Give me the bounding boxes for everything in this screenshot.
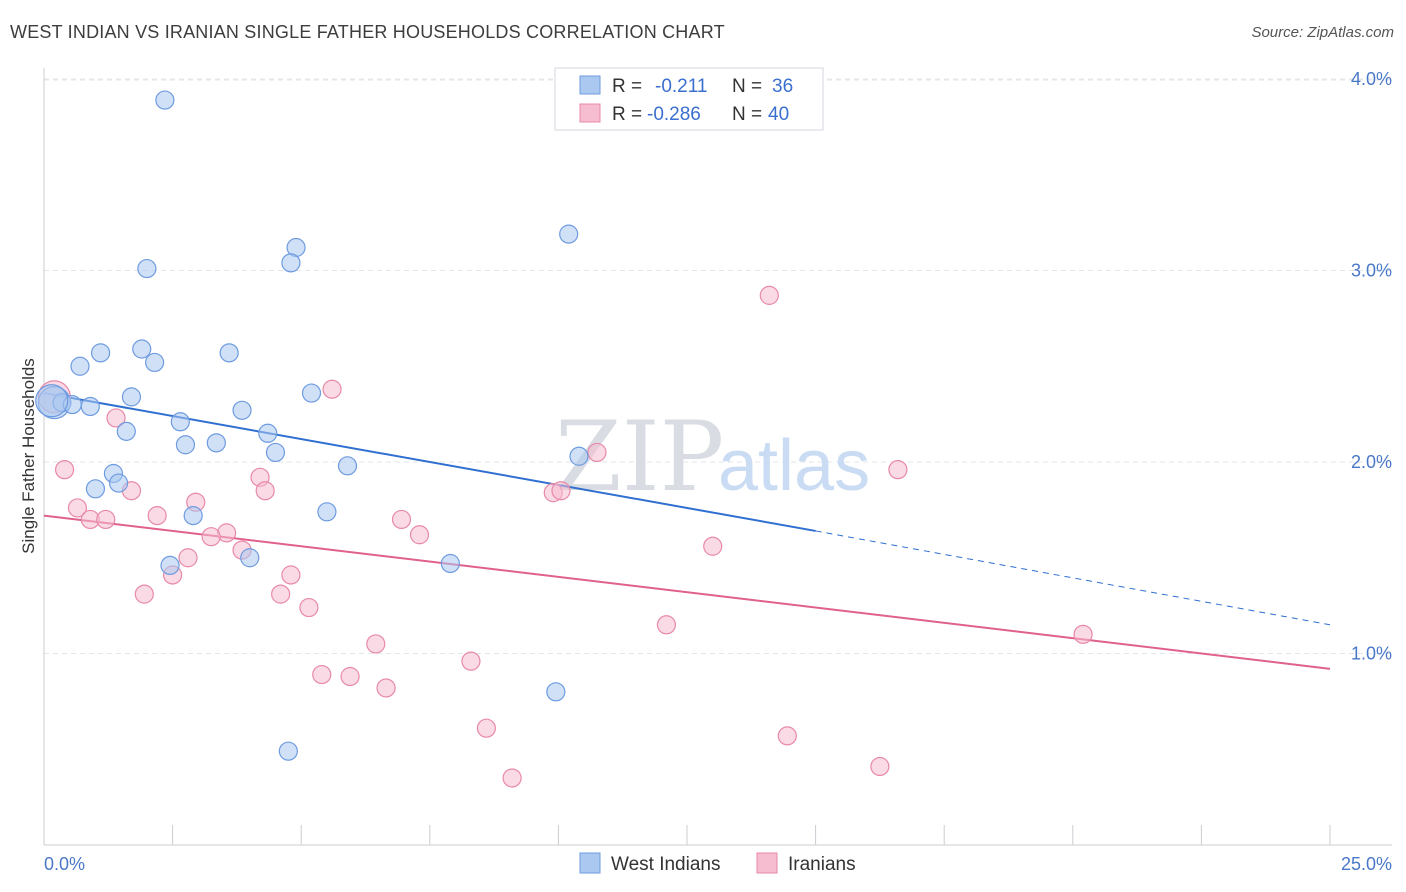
point-iranians-34 [376, 678, 396, 698]
correlation-legend: R = -0.211 N = 36 R = -0.286 N = 40 [554, 67, 824, 131]
point-west-indians-23 [569, 446, 589, 466]
point-west-indians-18 [116, 421, 136, 441]
watermark-atlas: atlas [718, 426, 870, 506]
point-west-indians-1 [559, 224, 579, 244]
legend-n-label-west-indians: N = [732, 76, 762, 97]
point-west-indians-29 [183, 506, 203, 526]
legend-r-label-west-indians: R = [612, 76, 642, 97]
point-iranians-30 [366, 634, 386, 654]
legend-n-label-iranians: N = [732, 104, 762, 125]
trend-layer [43, 392, 1331, 670]
point-iranians-32 [312, 664, 332, 685]
point-west-indians-10 [301, 383, 322, 403]
trendline-iranians [43, 514, 1331, 670]
point-iranians-2 [106, 408, 126, 428]
point-iranians-16 [391, 509, 412, 530]
point-iranians-31 [461, 651, 481, 671]
point-west-indians-30 [240, 548, 260, 568]
point-west-indians-3 [281, 253, 301, 273]
point-iranians-33 [340, 666, 360, 687]
point-iranians-27 [299, 597, 319, 618]
series-legend: West Indians Iranians [579, 852, 856, 875]
point-iranians-19 [409, 525, 430, 545]
point-iranians-36 [777, 726, 797, 746]
point-west-indians-7 [219, 343, 239, 363]
point-west-indians-19 [258, 423, 278, 443]
grid-layer [44, 78, 1392, 654]
point-west-indians-15 [80, 396, 100, 417]
point-iranians-18 [201, 527, 221, 547]
point-iranians-3 [587, 442, 607, 463]
bottom-legend-iranians: Iranians [788, 854, 856, 875]
point-iranians-12 [67, 498, 88, 518]
legend-n-value-west-indians: 36 [772, 76, 793, 97]
bottom-legend-swatch-iranians [756, 852, 778, 874]
point-iranians-10 [551, 481, 571, 501]
point-west-indians-17 [170, 412, 190, 432]
legend-n-value-iranians: 40 [768, 104, 789, 125]
point-iranians-1 [322, 379, 342, 399]
chart-title: WEST INDIAN VS IRANIAN SINGLE FATHER HOU… [10, 22, 725, 42]
point-iranians-20 [703, 536, 723, 556]
x-tick-label-max: 25.0% [1341, 854, 1392, 874]
point-iranians-28 [656, 615, 677, 635]
legend-swatch-iranians [579, 103, 601, 123]
point-iranians-24 [281, 565, 301, 585]
point-west-indians-22 [265, 442, 286, 463]
y-tick-label-2: 2.0% [1351, 452, 1392, 472]
point-iranians-35 [476, 718, 496, 738]
point-west-indians-6 [90, 343, 111, 363]
y-axis-title: Single Father Households [19, 358, 38, 554]
point-west-indians-31 [160, 555, 180, 576]
point-iranians-5 [888, 460, 908, 480]
point-west-indians-26 [108, 473, 129, 493]
point-west-indians-4 [137, 258, 157, 279]
legend-r-value-west-indians: -0.211 [655, 76, 707, 97]
point-west-indians-5 [132, 339, 152, 359]
axes-layer: 1.0% 2.0% 3.0% 4.0% [43, 68, 1392, 846]
point-iranians-22 [178, 548, 198, 568]
point-west-indians-16 [232, 400, 252, 420]
point-west-indians-27 [85, 479, 106, 499]
y-tick-label-3: 3.0% [1351, 261, 1392, 281]
point-iranians-26 [271, 584, 291, 604]
legend-r-value-iranians: -0.286 [647, 104, 701, 125]
bottom-legend-swatch-west-indians [579, 852, 601, 874]
point-iranians-15 [96, 509, 116, 530]
point-west-indians-33 [546, 682, 566, 702]
y-tick-label-1: 1.0% [1351, 644, 1392, 664]
bottom-legend-west-indians: West Indians [611, 854, 720, 875]
point-iranians-29 [1073, 624, 1093, 644]
point-iranians-38 [502, 768, 522, 788]
point-west-indians-28 [317, 502, 337, 522]
trendline-west-indians-extrapolated [815, 530, 1331, 626]
point-iranians-25 [134, 584, 154, 604]
point-iranians-37 [870, 756, 890, 777]
x-tick-label-min: 0.0% [44, 854, 85, 874]
point-iranians-0 [759, 285, 779, 305]
point-west-indians-8 [144, 352, 165, 373]
point-west-indians-9 [70, 356, 90, 376]
point-west-indians-24 [337, 456, 358, 476]
trendline-west-indians [43, 392, 816, 532]
y-tick-label-4: 4.0% [1351, 69, 1392, 89]
source-label: Source: ZipAtlas.com [1251, 24, 1394, 41]
point-west-indians-0 [155, 90, 175, 110]
point-iranians-8 [255, 481, 275, 501]
legend-r-label-iranians: R = [612, 104, 642, 125]
point-iranians-13 [147, 506, 167, 526]
point-west-indians-34 [278, 741, 298, 761]
point-west-indians-32 [440, 553, 460, 574]
point-iranians-4 [54, 460, 75, 480]
point-west-indians-20 [206, 433, 226, 453]
points-layer [35, 90, 1093, 788]
point-west-indians-11 [121, 387, 142, 407]
point-west-indians-35 [35, 384, 69, 418]
legend-swatch-west-indians [579, 75, 601, 95]
point-west-indians-21 [175, 435, 196, 455]
